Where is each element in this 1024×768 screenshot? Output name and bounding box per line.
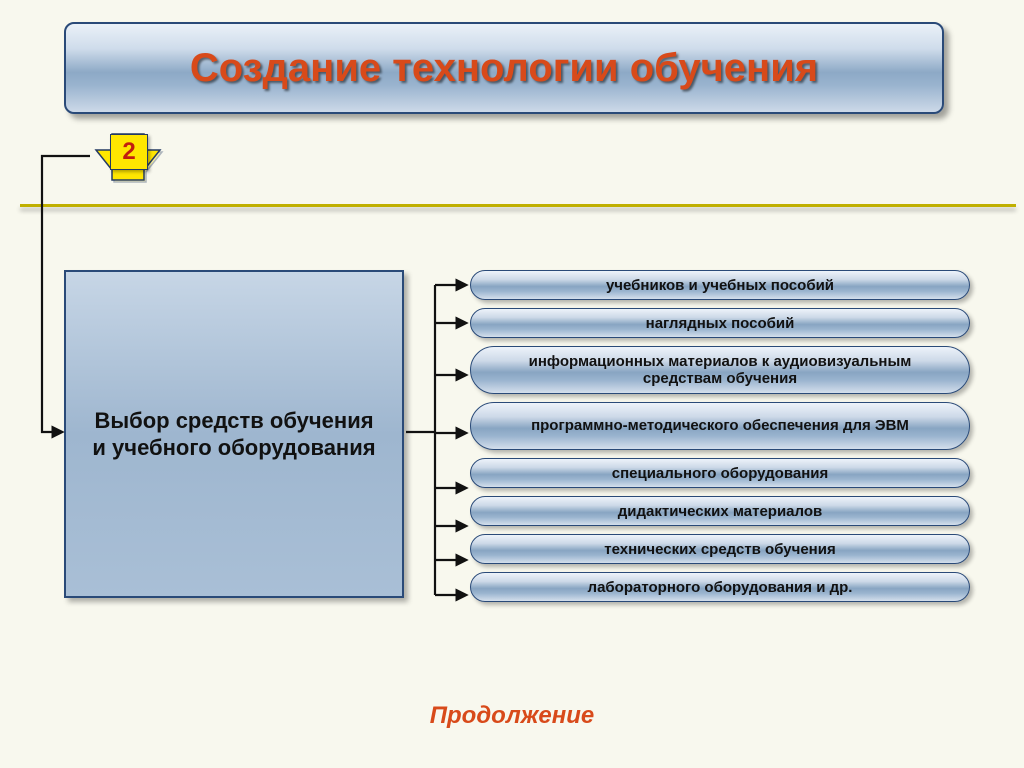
slide: Создание технологии обучения 2 Выбор сре…	[0, 0, 1024, 768]
footer-label: Продолжение	[0, 702, 1024, 730]
connectors-svg	[0, 0, 1024, 768]
main-connector	[42, 156, 90, 432]
